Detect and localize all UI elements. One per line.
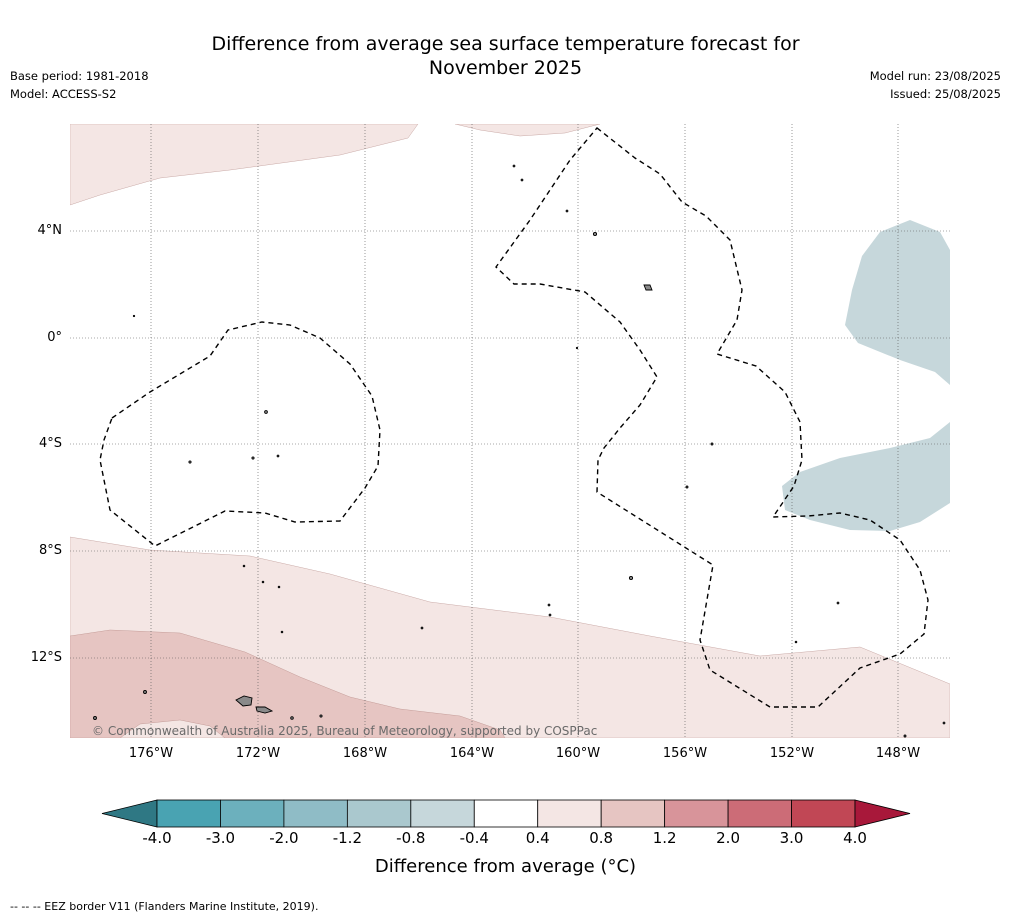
meta-right: Model run: 23/08/2025 Issued: 25/08/2025 <box>870 67 1001 103</box>
island-dot <box>592 231 598 237</box>
lat-label: 4°S <box>38 436 62 451</box>
colorbar-tick-label: -0.8 <box>396 829 426 847</box>
lon-label: 168°W <box>342 746 388 761</box>
colorbar-segment <box>410 799 475 828</box>
islands <box>93 164 946 738</box>
colorbar-extend-low <box>101 799 158 828</box>
colorbar-segment <box>283 799 348 828</box>
colorbar-extend-high <box>854 799 911 828</box>
island-dot <box>264 410 268 414</box>
cool-anomaly-region-southeast <box>782 422 950 531</box>
island-dot <box>520 178 524 182</box>
issued-date: Issued: 25/08/2025 <box>890 87 1001 101</box>
island-dot <box>251 456 255 460</box>
model-run: Model run: 23/08/2025 <box>869 69 1001 83</box>
lon-label: 176°W <box>128 746 174 761</box>
eez-border-central <box>495 127 929 708</box>
colorbar-segment <box>473 799 539 828</box>
island-dot <box>319 714 323 718</box>
island-dot <box>565 209 569 213</box>
chart-title: Difference from average sea surface temp… <box>0 32 1011 80</box>
colorbar-tick-label: -4.0 <box>142 829 172 847</box>
island-upolu <box>255 706 274 714</box>
island-dot <box>628 575 634 581</box>
lat-label: 8°S <box>38 543 62 558</box>
colorbar-tick-label: -3.0 <box>205 829 236 847</box>
colorbar-tick-label: 1.2 <box>652 829 677 847</box>
colorbar-tick-label: -2.0 <box>269 829 299 847</box>
colorbar-tick-label: 2.0 <box>716 829 740 847</box>
graticule <box>70 124 950 738</box>
eez-borders <box>99 127 929 708</box>
colorbar-segment <box>727 799 792 828</box>
lon-label: 164°W <box>449 746 495 761</box>
colorbar-tick-label: 0.8 <box>589 829 614 847</box>
lon-label: 148°W <box>875 746 921 761</box>
island-dot <box>290 716 294 720</box>
island-dot <box>685 485 689 489</box>
meta-left: Base period: 1981-2018 Model: ACCESS-S2 <box>10 67 149 103</box>
lon-label: 160°W <box>555 746 601 761</box>
island-dot <box>512 164 516 168</box>
colorbar-tick-label: -0.4 <box>459 829 489 847</box>
colorbar-segment <box>156 799 221 828</box>
island-dot <box>942 721 946 725</box>
island-dot <box>143 690 147 694</box>
warm-anomaly-region-north <box>70 124 419 206</box>
colorbar-tick-label: -1.2 <box>332 829 362 847</box>
title-line-1: Difference from average sea surface temp… <box>211 33 800 55</box>
island-dot <box>277 585 281 589</box>
lat-label: 12°S <box>30 650 62 665</box>
island-dot <box>420 626 424 630</box>
warm-anomaly-region-north-central <box>454 124 601 137</box>
colorbar-segment <box>791 799 856 828</box>
island-dot <box>188 460 192 464</box>
island-dot <box>261 580 265 584</box>
cool-anomaly-region-east <box>845 220 950 385</box>
island-dot <box>903 734 907 738</box>
warm-anomaly-region-southwest <box>70 629 506 738</box>
island-dot <box>280 630 284 634</box>
colorbar-tick-label: 3.0 <box>779 829 804 847</box>
island-dot <box>93 716 97 720</box>
copyright-notice: © Commonwealth of Australia 2025, Bureau… <box>92 724 598 738</box>
title-line-2: November 2025 <box>428 57 583 79</box>
island-dot <box>548 613 552 617</box>
island-dot <box>276 454 280 458</box>
lat-label: 4°N <box>37 223 63 238</box>
island-dot <box>836 601 840 605</box>
colorbar-segment <box>346 799 412 828</box>
colorbar-tick-label: 4.0 <box>843 829 867 847</box>
island-dot <box>794 640 798 644</box>
colorbar-tick-label: 0.4 <box>525 829 550 847</box>
island-savaii <box>235 695 253 707</box>
eez-footnote: -- -- -- EEZ border V11 (Flanders Marine… <box>10 900 319 913</box>
warm-anomaly-region-southwest-patch <box>119 719 226 738</box>
island-dot <box>710 442 714 446</box>
colorbar-label: Difference from average (°C) <box>374 856 637 877</box>
island-dot <box>547 603 551 607</box>
colorbar-segment <box>664 799 729 828</box>
colorbar-segments <box>101 799 911 828</box>
lat-label: 0° <box>47 330 62 345</box>
lon-label: 172°W <box>235 746 281 761</box>
colorbar-segment <box>220 799 285 828</box>
model-name: Model: ACCESS-S2 <box>10 87 117 101</box>
island-dot <box>242 564 246 568</box>
colorbar-segment <box>600 799 666 828</box>
base-period: Base period: 1981-2018 <box>10 69 149 83</box>
colorbar-segment <box>537 799 602 828</box>
island-dot <box>575 346 579 350</box>
island-dot <box>132 314 136 318</box>
island-small-a <box>643 284 653 291</box>
lon-label: 152°W <box>769 746 815 761</box>
lon-label: 156°W <box>662 746 708 761</box>
